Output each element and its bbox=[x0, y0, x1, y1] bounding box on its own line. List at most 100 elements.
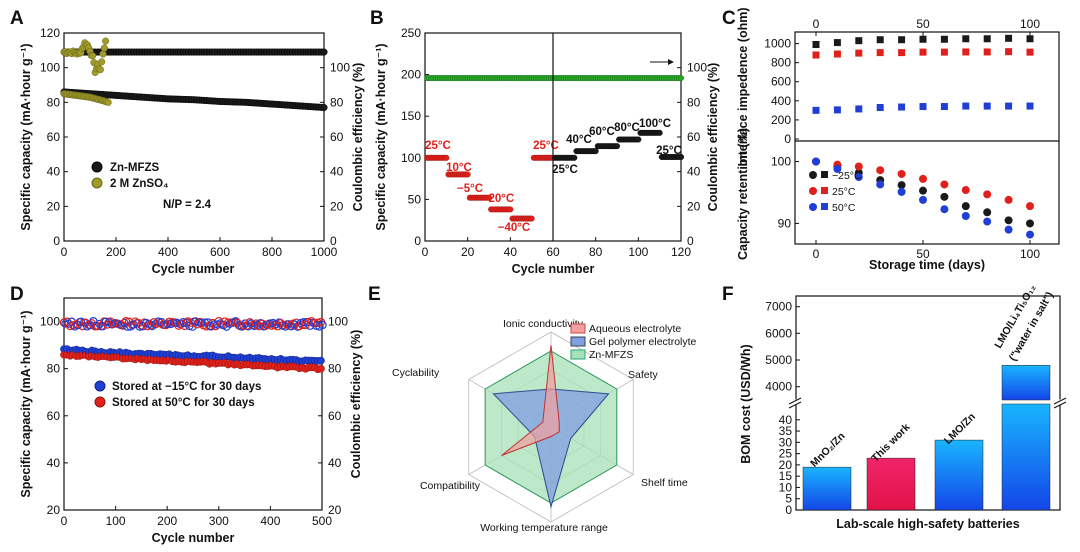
panel-c-retention-point bbox=[919, 195, 927, 204]
panel-b-ylabel: Specific capacity (mA·hour g⁻¹) bbox=[374, 43, 388, 230]
panel-c-retention-point bbox=[812, 157, 820, 166]
panel-a-ytick-label: 60 bbox=[47, 130, 61, 144]
panel-c-retention-point bbox=[1004, 225, 1013, 234]
panel-c-impedance-point bbox=[940, 103, 948, 111]
panel-a-y2tick-label: 0 bbox=[330, 234, 337, 248]
panel-a-xtick-label: 800 bbox=[262, 245, 282, 259]
panel-e-polygon-series bbox=[501, 345, 560, 456]
panel-f-break-mark-right-2 bbox=[1053, 401, 1067, 409]
panel-d-xtick-label: 100 bbox=[106, 514, 126, 528]
panel-a-legend-marker-2 bbox=[91, 177, 103, 189]
panel-a-ytick-label: 40 bbox=[47, 165, 61, 179]
panel-c-legend-square-3 bbox=[821, 203, 828, 210]
panel-b-xlabel: Cycle number bbox=[512, 262, 595, 276]
panel-c-retention-point bbox=[854, 162, 863, 171]
panel-c-retention-point bbox=[854, 173, 863, 182]
panel-d-blue-ce-point bbox=[76, 317, 86, 326]
panel-d-blue-ce-point bbox=[163, 319, 172, 329]
panel-c-top-ytick-label: 800 bbox=[771, 56, 791, 70]
panel-c-top-ytick-label: 600 bbox=[771, 75, 791, 89]
panel-c-retention-point bbox=[983, 190, 992, 199]
panel-f-category-label-1: MnO₂/Zn bbox=[808, 430, 847, 469]
panel-f-lower-ytick-label: 10 bbox=[779, 480, 793, 494]
panel-c-retention-point bbox=[983, 208, 992, 217]
panel-d-legend-label-1: Stored at −15°C for 30 days bbox=[112, 381, 261, 393]
panel-letter-a: A bbox=[10, 8, 24, 29]
panel-d-y2label: Coulombic efficiency (%) bbox=[349, 330, 363, 479]
panel-b-step-label: 100°C bbox=[639, 118, 671, 130]
panel-b-ytick-label: 200 bbox=[401, 68, 421, 82]
panel-c-impedance-point bbox=[855, 37, 863, 45]
panel-e-legend-label-1: Aqueous electrolyte bbox=[589, 323, 681, 335]
panel-letter-c: C bbox=[722, 8, 736, 29]
panel-c-impedance-point bbox=[833, 50, 841, 58]
panel-c-top-xtick-label: 100 bbox=[1020, 17, 1040, 31]
panel-b-capacity-point bbox=[571, 154, 578, 161]
panel-c-legend-label-3: 50°C bbox=[832, 202, 856, 214]
panel-b-step-label: −40°C bbox=[498, 222, 530, 234]
panel-a-znso4-ce-point bbox=[100, 44, 108, 52]
panel-b-step-label: 25°C bbox=[656, 145, 682, 157]
panel-d-legend-label-2: Stored at 50°C for 30 days bbox=[112, 397, 255, 409]
panel-d-red-ce-point bbox=[93, 322, 103, 331]
panel-d-xtick-label: 400 bbox=[260, 514, 280, 528]
panel-c-impedance-point bbox=[898, 103, 906, 111]
panel-c-top-ytick-label: 1000 bbox=[764, 37, 791, 51]
panel-c-xlabel: Storage time (days) bbox=[869, 258, 985, 272]
panel-e-axis-label: Cyclability bbox=[392, 367, 440, 379]
panel-d-red-ce-point bbox=[121, 317, 131, 326]
panel-d-y2tick-label: 40 bbox=[328, 456, 342, 470]
panel-f-break-mark-left-2 bbox=[788, 401, 802, 409]
panel-b-step-label: 40°C bbox=[566, 134, 592, 146]
panel-b-chart: 0 20 40 60 80 100 1200501001502002500204060801… bbox=[374, 26, 720, 276]
panel-f-break-mark-left-1 bbox=[788, 397, 802, 405]
panel-a-zn-mfzs-capacity-point bbox=[320, 103, 328, 112]
panel-a-zn-mfzs-ce-point bbox=[320, 48, 328, 56]
panel-d-y2tick-label: 100 bbox=[328, 315, 348, 329]
panel-c-impedance-point bbox=[812, 106, 820, 114]
panel-b-xtick-label: 0 bbox=[422, 245, 429, 259]
panel-c-impedance-point bbox=[919, 35, 927, 43]
panel-b-y2tick-label: 0 bbox=[687, 234, 694, 248]
panel-c-retention-point bbox=[919, 186, 927, 195]
panel-c-impedance-point bbox=[1005, 34, 1013, 42]
panel-a-xtick-label: 0 bbox=[61, 245, 68, 259]
panel-a-xtick-label: 400 bbox=[158, 245, 178, 259]
panel-f-lower-ytick-label: 15 bbox=[779, 469, 793, 483]
panel-f-lower-ytick-label: 40 bbox=[779, 413, 793, 427]
panel-c-impedance-point bbox=[919, 103, 927, 111]
panel-c-top-xtick-label: 50 bbox=[916, 17, 930, 31]
panel-a-legend-marker-1 bbox=[91, 161, 103, 173]
panel-f-bar bbox=[934, 439, 984, 511]
panel-a-legend-label-2: 2 M ZnSO₄ bbox=[110, 178, 169, 190]
panel-c-legend-square-1 bbox=[821, 171, 828, 178]
panel-c-impedance-point bbox=[855, 49, 863, 57]
panel-d-xtick-label: 500 bbox=[312, 514, 332, 528]
panel-c-retention-point bbox=[1026, 219, 1034, 228]
panel-f-upper-ytick-label: 5000 bbox=[765, 353, 792, 367]
panel-a-chart: 0 200 400 600 800 100002040608010012002040608… bbox=[19, 26, 365, 276]
panel-c-impedance-point bbox=[983, 35, 991, 43]
panel-b-xtick-label: 40 bbox=[504, 245, 518, 259]
panel-a-ytick-label: 20 bbox=[47, 199, 61, 213]
panel-b-capacity-point bbox=[464, 171, 471, 178]
panel-d-red-ce-point bbox=[165, 317, 174, 326]
panel-d-red-ce-point bbox=[202, 322, 211, 331]
panel-c-top-ytick-label: 400 bbox=[771, 94, 791, 108]
panel-c-bottom-xtick-label: 50 bbox=[916, 247, 930, 261]
panel-d-red-ce-point bbox=[152, 319, 162, 328]
panel-a-y2tick-label: 80 bbox=[330, 95, 344, 109]
panel-b-y2label: Coulombic efficiency (%) bbox=[706, 63, 720, 212]
panel-a-annotation: N/P = 2.4 bbox=[163, 199, 212, 211]
panel-c-impedance-point bbox=[919, 48, 927, 56]
panel-b-capacity-point bbox=[614, 143, 621, 150]
panel-f-bar-lower-segment bbox=[1001, 403, 1051, 511]
panel-f-lower-ytick-label: 35 bbox=[779, 424, 793, 438]
panel-d-ytick-label: 40 bbox=[47, 456, 61, 470]
panel-c-retention-point bbox=[961, 202, 970, 211]
panel-b-ce-arrowhead bbox=[668, 59, 674, 65]
panel-c-impedance-point bbox=[833, 106, 841, 114]
panel-c-retention-point bbox=[833, 164, 842, 173]
panel-c-impedance-point bbox=[1026, 35, 1034, 43]
panel-b-capacity-point bbox=[592, 148, 599, 155]
